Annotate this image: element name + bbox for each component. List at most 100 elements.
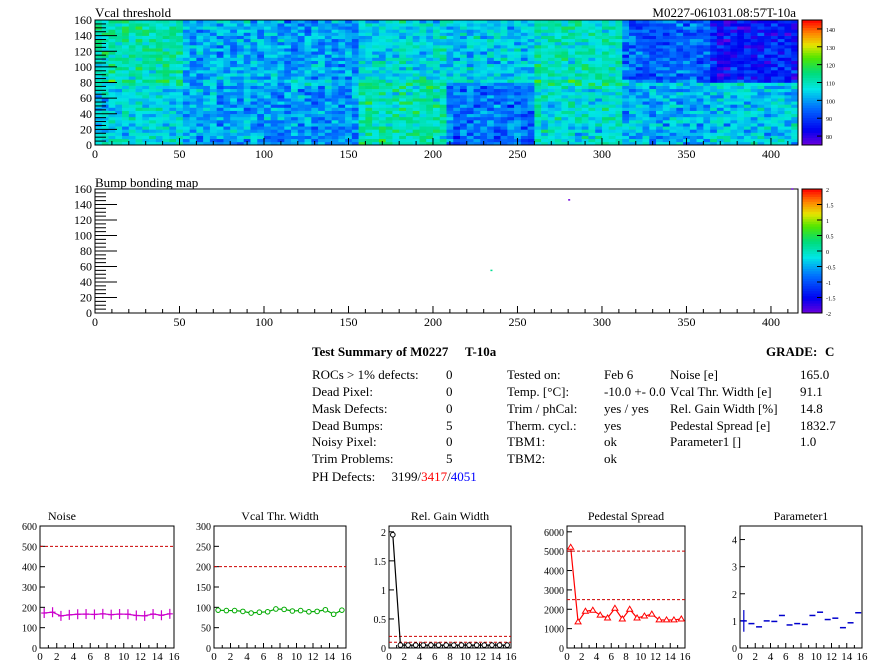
summary-tag: T-10a [465,344,497,359]
bump-bonding-colorbar-band [802,238,822,242]
bump-bonding-colorbar-band [802,305,822,309]
gain-width-point-2 [405,642,411,648]
noise-point-14 [158,610,165,621]
bump-bonding-y-tick-label: 160 [74,182,92,196]
bump-bonding-colorbar-tick-label: -1 [826,281,831,287]
vcal-threshold-colorbar-band [802,22,822,26]
vcal-width-x-tick-label: 0 [211,651,217,663]
bump-bonding-colorbar-band [802,263,822,267]
vcal-threshold-colorbar-band [802,137,822,141]
vcal-threshold-x-tick-label: 200 [424,147,442,161]
pedestal-spread-x-tick-label: 2 [579,651,585,663]
gain-width-x-tick-label: 6 [432,651,438,663]
vcal-threshold-colorbar-band [802,117,822,121]
vcal-threshold-y-tick-label: 60 [80,91,92,105]
noise-x-tick-label: 4 [71,651,77,663]
vcal-width-x-tick-label: 6 [261,651,267,663]
vcal-threshold-colorbar-band [802,65,822,68]
parameter1-x-tick-label: 8 [798,651,804,663]
bump-bonding-colorbar-band [802,246,822,250]
noise-point-12 [141,610,148,621]
parameter1-point-0 [740,610,747,632]
vcal-threshold-colorbar-band [802,140,822,143]
bump-bonding-colorbar-band [802,260,822,264]
vcal-threshold-colorbar-tick-label: 120 [826,64,835,70]
parameter1-frame [739,525,863,649]
parameter1-y-tick-label: 2 [732,590,737,601]
parameter1-y-tick-label: 4 [732,536,737,547]
gain-width-frame [388,525,512,649]
noise-point-13 [150,609,157,620]
bump-bonding-colorbar-band [802,283,822,287]
right-value-2: 14.8 [800,401,823,416]
vcal-width-point-7 [273,606,279,612]
vcal-width-y-tick-label: 150 [196,583,211,594]
bump-bonding-colorbar-band [802,221,822,225]
mid-value-0: Feb 6 [604,367,634,382]
gain-width-x-tick-label: 16 [506,651,518,663]
vcal-width-y-tick-label: 200 [196,563,211,574]
left-label-2: Mask Defects: [312,401,388,416]
right-label-0: Noise [e] [670,367,719,382]
vcal-threshold-colorbar-band [802,100,822,103]
gain-width-point-0 [390,531,396,538]
vcal-threshold-colorbar-band [802,95,822,98]
vcal-width-point-2 [231,607,238,614]
bump-bonding-colorbar-band [802,228,822,232]
pedestal-spread-point-11 [647,610,656,617]
bump-bonding-colorbar-band [802,255,822,259]
pedestal-spread-x-tick-label: 0 [564,651,570,663]
bump-bonding-y-tick-label: 20 [80,291,92,305]
bump-bonding-colorbar-tick-label: 0 [826,250,829,256]
noise-x-tick-label: 10 [118,651,130,663]
parameter1-x-tick-label: 14 [841,651,853,663]
right-value-0: 165.0 [800,367,830,382]
noise-y-tick-label: 200 [22,603,37,614]
bump-bonding-colorbar-band [802,213,822,217]
vcal-threshold-colorbar-band [802,57,822,61]
vcal-threshold-colorbar-band [802,115,822,118]
vcal-threshold-colorbar-band [802,27,822,31]
bump-point-1 [490,269,493,272]
bump-bonding-colorbar-band [802,203,822,207]
mid-label-3: Therm. cycl.: [507,418,577,433]
vcal-width-y-tick-label: 50 [201,624,211,635]
gain-width-point-8 [451,642,457,648]
vcal-width-point-5 [256,609,263,616]
gain-width-point-9 [458,642,465,648]
noise-x-tick-label: 2 [54,651,60,663]
mid-value-5: ok [604,451,617,466]
mid-value-2: yes / yes [604,401,649,416]
noise-y-tick-label: 600 [22,522,37,533]
noise-point-6 [91,609,98,620]
bump-bonding-colorbar-band [802,253,822,257]
bump-bonding-colorbar-band [802,248,822,252]
parameter1-y-tick-label: 3 [732,563,737,574]
bump-bonding-colorbar-band [802,300,822,304]
vcal-threshold-colorbar-band [802,110,822,113]
gain-width-point-12 [481,642,488,648]
bump-bonding-y-tick-label: 80 [80,244,92,258]
gain-width-point-15 [504,642,510,648]
bump-bonding-colorbar-band [802,290,822,294]
grade-label: GRADE: [766,344,818,359]
bump-bonding-colorbar-band [802,278,822,282]
pedestal-spread-x-tick-label: 16 [680,651,692,663]
parameter1-x-tick-label: 4 [768,651,774,663]
parameter1-x-tick-label: 16 [857,651,869,663]
parameter1-x-tick-label: 12 [826,651,837,663]
left-label-4: Noisy Pixel: [312,434,377,449]
vcal-threshold-colorbar-band [802,32,822,36]
vcal-width-point-6 [264,609,271,615]
vcal-threshold-y-tick-label: 40 [80,107,92,121]
bump-bonding-y-tick-label: 0 [86,306,92,320]
vcal-threshold-colorbar-band [802,52,822,56]
noise-y-tick-label: 0 [32,644,37,655]
bump-bonding-colorbar-tick-label: -2 [826,312,831,318]
vcal-threshold-colorbar-band [802,67,822,71]
left-value-1: 0 [446,384,453,399]
bump-bonding-colorbar-band [802,310,822,314]
pedestal-spread-x-tick-label: 6 [609,651,615,663]
bump-bonding-colorbar-band [802,265,822,269]
